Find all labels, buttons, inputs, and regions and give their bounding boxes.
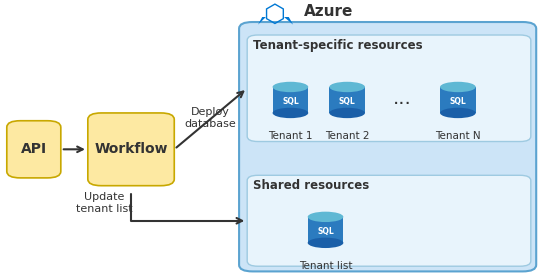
Ellipse shape (329, 108, 365, 118)
Text: Tenant 1: Tenant 1 (268, 131, 313, 141)
Text: ...: ... (393, 89, 412, 108)
Text: SQL: SQL (339, 97, 356, 106)
Polygon shape (258, 0, 293, 25)
FancyBboxPatch shape (7, 121, 61, 178)
Ellipse shape (273, 82, 308, 92)
Text: SQL: SQL (282, 97, 299, 106)
FancyBboxPatch shape (247, 35, 531, 142)
Ellipse shape (273, 108, 308, 118)
Ellipse shape (308, 212, 343, 222)
Text: Shared resources: Shared resources (252, 179, 369, 192)
Text: Tenant 2: Tenant 2 (325, 131, 369, 141)
Ellipse shape (308, 238, 343, 248)
FancyBboxPatch shape (88, 113, 174, 186)
Bar (329, 87, 365, 113)
Text: Workflow: Workflow (94, 142, 168, 156)
FancyBboxPatch shape (247, 175, 531, 266)
Text: API: API (21, 142, 47, 156)
Text: SQL: SQL (317, 227, 334, 236)
Bar (308, 217, 343, 243)
Text: Deploy
database: Deploy database (185, 107, 237, 128)
Text: ⬡: ⬡ (263, 3, 285, 27)
FancyBboxPatch shape (239, 22, 536, 271)
Text: Azure: Azure (304, 4, 353, 19)
Bar (440, 87, 476, 113)
Text: Update
tenant list: Update tenant list (75, 192, 132, 214)
Ellipse shape (440, 108, 476, 118)
Text: Tenant N: Tenant N (435, 131, 481, 141)
Text: Tenant list: Tenant list (299, 261, 352, 271)
Text: Tenant-specific resources: Tenant-specific resources (252, 39, 422, 52)
Text: SQL: SQL (450, 97, 466, 106)
Bar (273, 87, 308, 113)
Ellipse shape (440, 82, 476, 92)
Ellipse shape (329, 82, 365, 92)
